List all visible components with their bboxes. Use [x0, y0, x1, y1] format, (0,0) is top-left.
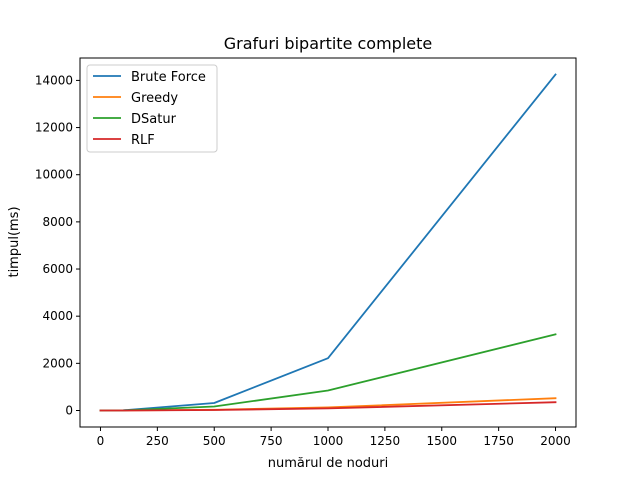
x-tick-label-1: 250	[146, 434, 169, 448]
x-tick-label-5: 1250	[370, 434, 401, 448]
series-line-3	[99, 401, 557, 412]
chart-title: Grafuri bipartite complete	[224, 34, 432, 53]
y-tick-label-0: 0	[65, 403, 73, 417]
legend-label-2: DSatur	[131, 112, 177, 127]
legend: Brute Force Greedy DSatur RLF	[86, 64, 218, 153]
plot-frame	[79, 57, 577, 428]
y-tick-label-5: 10000	[35, 168, 73, 182]
x-tick-label-2: 500	[203, 434, 226, 448]
x-tick-label-8: 2000	[540, 434, 571, 448]
plot-lines	[99, 73, 557, 412]
y-tick-label-3: 6000	[42, 262, 73, 276]
y-tick-label-4: 8000	[42, 215, 73, 229]
y-axis-ticks: 0 2000 4000 6000 8000 10000 12000 14000	[35, 73, 80, 417]
x-axis-label: numărul de noduri	[268, 456, 388, 471]
legend-box	[86, 64, 218, 153]
x-tick-label-4: 1000	[313, 434, 344, 448]
y-tick-label-6: 12000	[35, 121, 73, 135]
legend-label-3: RLF	[131, 133, 155, 148]
y-tick-label-2: 4000	[42, 309, 73, 323]
x-axis-ticks: 0 250 500 750 1000 1250 1500 1750 2000	[97, 427, 571, 448]
x-tick-label-6: 1500	[426, 434, 457, 448]
x-tick-label-0: 0	[97, 434, 105, 448]
legend-label-0: Brute Force	[131, 70, 206, 85]
y-tick-label-7: 14000	[35, 73, 73, 87]
y-axis-label: timpul(ms)	[7, 206, 22, 277]
y-tick-label-1: 2000	[42, 356, 73, 370]
x-tick-label-7: 1750	[483, 434, 514, 448]
legend-label-1: Greedy	[131, 91, 178, 106]
x-tick-label-3: 750	[260, 434, 283, 448]
